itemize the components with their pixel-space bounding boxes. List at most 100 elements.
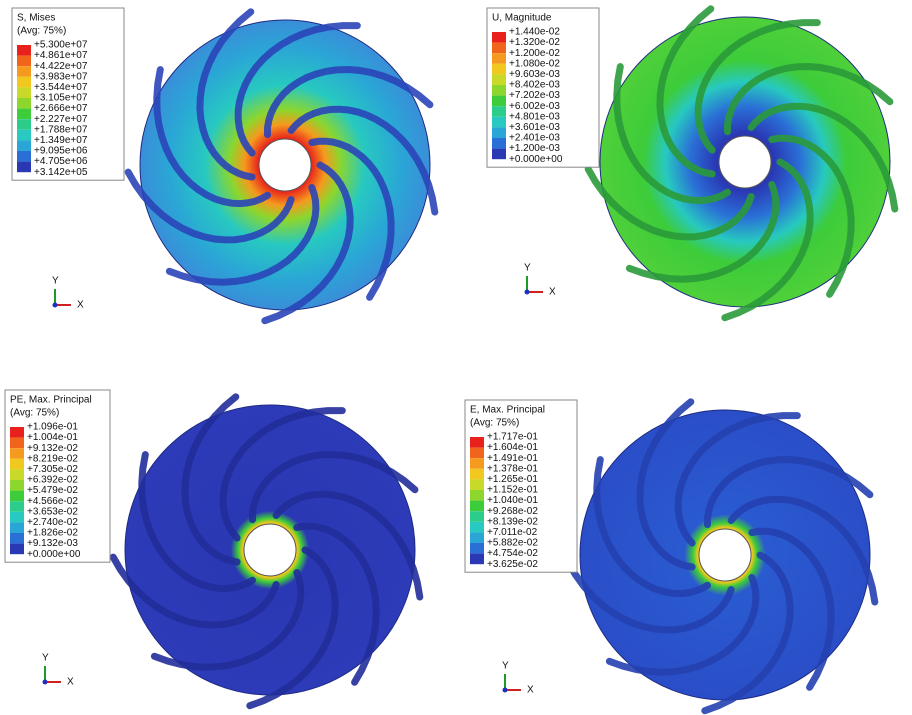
legend-band <box>492 148 506 160</box>
legend-band <box>17 129 31 141</box>
impeller-blade <box>165 184 320 286</box>
legend-band <box>492 106 506 117</box>
triad-x-label: X <box>67 677 74 688</box>
legend-band <box>17 108 31 120</box>
legend-band <box>10 469 24 480</box>
triad-z <box>502 687 508 693</box>
legend-band <box>17 119 31 130</box>
legend-band <box>17 45 31 56</box>
legend-subtitle: (Avg: 75%) <box>17 26 66 37</box>
legend-label: +5.882e-02 <box>487 538 538 549</box>
impeller-blade <box>768 134 855 298</box>
triad-x-label: X <box>527 685 534 696</box>
triad-z <box>52 302 58 308</box>
triad-z <box>524 289 530 295</box>
legend-band <box>470 543 484 554</box>
legend-label: +2.666e+07 <box>34 103 88 114</box>
legend-label: +4.861e+07 <box>34 50 88 61</box>
impeller-blade <box>656 5 716 178</box>
impeller-blade <box>613 63 731 205</box>
legend-label: +1.004e-01 <box>27 432 78 443</box>
legend-label: +5.479e-02 <box>27 485 78 496</box>
impeller-blade <box>138 451 256 593</box>
legend-label: +9.095e+06 <box>34 146 88 157</box>
legend-label: +5.300e+07 <box>34 40 88 51</box>
impeller-blade <box>694 19 821 154</box>
legend-label: +1.200e-03 <box>509 143 560 154</box>
impeller-blade <box>219 407 346 542</box>
legend-label: +9.132e-02 <box>27 443 78 454</box>
legend-label: +9.132e-03 <box>27 538 78 549</box>
legend-band <box>492 42 506 54</box>
legend-label: +1.200e-02 <box>509 48 560 59</box>
legend-band <box>492 127 506 138</box>
impeller-blade <box>748 527 835 691</box>
legend-band <box>10 533 24 544</box>
impeller-blade <box>747 102 899 213</box>
legend-label: +6.392e-02 <box>27 475 78 486</box>
legend-band <box>470 553 484 565</box>
impeller-hole <box>258 138 312 192</box>
triad-y-label: Y <box>524 263 531 274</box>
legend-band <box>492 74 506 85</box>
legend-band <box>17 76 31 88</box>
impeller-blade <box>701 551 794 715</box>
legend-label: +9.603e-03 <box>509 69 560 80</box>
legend-label: +7.305e-02 <box>27 464 78 475</box>
legend-label: +1.040e-01 <box>487 495 538 506</box>
legend-band <box>470 511 484 522</box>
legend-label: +3.544e+07 <box>34 82 88 93</box>
legend-band <box>492 53 506 64</box>
impeller-blade <box>674 412 801 547</box>
legend-label: +1.320e-02 <box>509 37 560 48</box>
legend-label: +3.983e+07 <box>34 71 88 82</box>
legend-band <box>17 161 31 173</box>
legend-label: +3.625e-02 <box>487 559 538 570</box>
impeller-blade <box>724 62 894 136</box>
impeller-blade <box>150 569 305 671</box>
legend-label: +7.202e-03 <box>509 90 560 101</box>
legend-label: +1.378e-01 <box>487 463 538 474</box>
legend-band <box>470 447 484 459</box>
legend-band <box>492 116 506 128</box>
impeller-blade <box>625 181 780 283</box>
impeller-blade <box>264 65 434 139</box>
triad-y-label: Y <box>502 661 509 672</box>
legend-band <box>470 437 484 448</box>
legend-band <box>17 151 31 162</box>
impeller-hole <box>718 135 772 189</box>
legend-band <box>470 490 484 501</box>
legend-band <box>17 66 31 77</box>
legend-label: +4.422e+07 <box>34 61 88 72</box>
legend-label: +8.219e-02 <box>27 453 78 464</box>
impeller-blade <box>261 161 354 325</box>
impeller-blade <box>287 105 439 216</box>
impeller-blade <box>584 165 755 241</box>
triad-x-label: X <box>77 300 84 311</box>
triad-x-label: X <box>549 287 556 298</box>
legend-label: +2.227e+07 <box>34 114 88 125</box>
legend-label: +4.801e-03 <box>509 111 560 122</box>
legend-band <box>492 85 506 96</box>
legend-label: +0.000e+00 <box>27 549 81 560</box>
legend-band <box>470 500 484 512</box>
legend-label: +8.402e-03 <box>509 80 560 91</box>
impeller-blade <box>234 22 361 157</box>
legend-band <box>10 437 24 449</box>
impeller-hole <box>698 528 752 582</box>
impeller-blade <box>293 522 380 686</box>
legend-band <box>10 458 24 470</box>
legend-label: +1.349e+07 <box>34 135 88 146</box>
impeller-blade <box>196 8 256 181</box>
impeller-blade <box>605 574 760 676</box>
legend-band <box>10 522 24 533</box>
legend-band <box>470 458 484 469</box>
legend-band <box>17 55 31 67</box>
impeller-blade <box>308 137 395 301</box>
legend-label: +3.653e-02 <box>27 506 78 517</box>
legend-label: +1.826e-02 <box>27 528 78 539</box>
legend-label: +1.788e+07 <box>34 124 88 135</box>
impeller-blade <box>109 553 280 629</box>
legend-label: +2.401e-03 <box>509 133 560 144</box>
